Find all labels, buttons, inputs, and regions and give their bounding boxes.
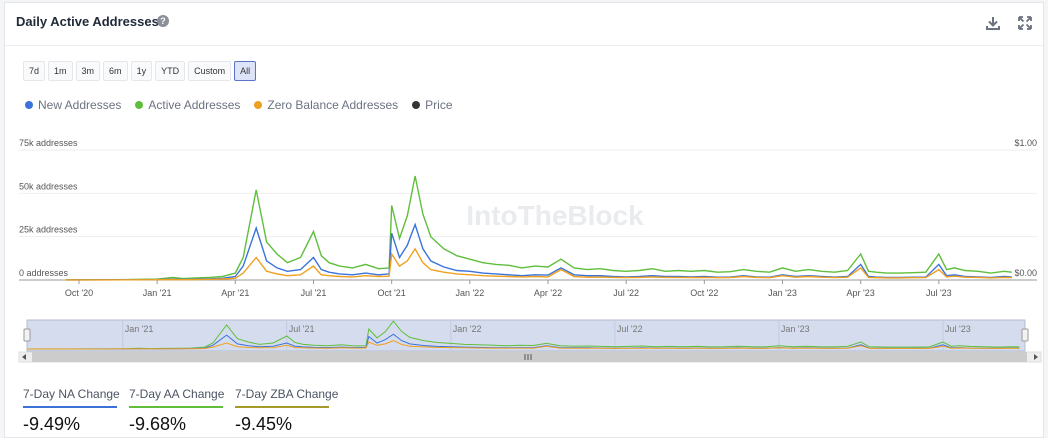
navigator-tick-label: Jul '23 [945, 324, 971, 334]
stat-na-change: 7-Day NA Change -9.49% [23, 387, 120, 435]
navigator-tick-label: Jan '22 [453, 324, 482, 334]
stat-value: -9.45% [235, 414, 293, 434]
navigator-tick-label: Jul '21 [289, 324, 315, 334]
range-1y-button[interactable]: 1y [130, 61, 153, 81]
download-icon[interactable] [985, 15, 1001, 31]
chart-title: Daily Active Addresses [16, 14, 159, 29]
stats-row: 7-Day NA Change -9.49% 7-Day AA Change -… [23, 387, 338, 435]
legend-dot [135, 101, 144, 109]
stat-value: -9.68% [129, 414, 187, 434]
series-line-new-addresses[interactable] [66, 222, 1012, 281]
range-7d-button[interactable]: 7d [23, 61, 46, 81]
y-tick-label: 50k addresses [19, 181, 78, 191]
navigator-series-line [27, 340, 1020, 350]
y-tick-label: 0 addresses [19, 268, 69, 278]
x-tick-label: Jul '21 [301, 288, 327, 298]
scroll-right-arrow-icon[interactable] [1034, 354, 1038, 360]
navigator-tick-label: Jul '22 [617, 324, 643, 334]
series-line-zero-balance-addresses[interactable] [66, 247, 1012, 281]
x-tick-label: Jan '21 [143, 288, 172, 298]
watermark: IntoTheBlock [466, 200, 644, 231]
stat-label: 7-Day ZBA Change [235, 387, 338, 408]
y-tick-label: 25k addresses [19, 225, 78, 235]
range-selector: 7d 1m 3m 6m 1y YTD Custom All [23, 61, 257, 81]
range-1m-button[interactable]: 1m [48, 61, 73, 81]
y2-tick-label: $0.00 [1014, 268, 1037, 278]
navigator-series-line [26, 320, 1020, 350]
range-6m-button[interactable]: 6m [103, 61, 128, 81]
x-tick-label: Jul '22 [613, 288, 639, 298]
range-all-button[interactable]: All [234, 61, 257, 81]
navigator-tick-label: Jan '23 [781, 324, 810, 334]
scrollbar-grip-icon [524, 354, 532, 360]
x-tick-label: Apr '21 [221, 288, 249, 298]
range-3m-button[interactable]: 3m [75, 61, 101, 81]
legend-item-zero-balance-addresses[interactable]: Zero Balance Addresses [254, 98, 398, 112]
scroll-left-arrow-icon[interactable] [22, 354, 26, 360]
scrollbar-thumb[interactable] [32, 352, 1027, 362]
legend-dot [25, 101, 33, 109]
stat-aa-change: 7-Day AA Change -9.68% [129, 387, 224, 435]
stat-value: -9.49% [23, 414, 81, 434]
legend-dot [254, 101, 263, 109]
x-tick-label: Oct '20 [65, 288, 93, 298]
legend-label: New Addresses [38, 98, 122, 112]
x-tick-label: Apr '23 [847, 288, 875, 298]
x-tick-label: Jan '22 [455, 288, 484, 298]
chart-legend: New Addresses Active Addresses Zero Bala… [25, 98, 453, 112]
stat-label: 7-Day NA Change [23, 387, 120, 408]
main-chart[interactable]: 0 addresses 25k addresses 50k addresses 75k… [5, 133, 1045, 433]
legend-label: Price [425, 98, 453, 112]
legend-dot [412, 101, 421, 109]
x-tick-label: Apr '22 [534, 288, 562, 298]
card-header: Daily Active Addresses ? [5, 3, 1043, 46]
legend-item-active-addresses[interactable]: Active Addresses [135, 98, 240, 112]
navigator-handle-right[interactable] [1021, 328, 1029, 342]
x-tick-label: Jan '23 [768, 288, 797, 298]
legend-item-price[interactable]: Price [412, 98, 453, 112]
question-circle-icon[interactable]: ? [157, 15, 169, 27]
legend-item-new-addresses[interactable]: New Addresses [25, 98, 121, 112]
range-ytd-button[interactable]: YTD [155, 61, 186, 81]
series-line-active-addresses[interactable] [65, 175, 1012, 281]
y2-tick-label: $1.00 [1014, 138, 1037, 148]
x-tick-label: Oct '22 [690, 288, 718, 298]
x-tick-label: Oct '21 [378, 288, 406, 298]
chart-card: Daily Active Addresses ? 7d 1m 3m 6m 1y … [4, 2, 1044, 438]
navigator-tick-label: Jan '21 [125, 324, 154, 334]
navigator-handle-left[interactable] [23, 328, 31, 342]
x-tick-label: Jul '23 [926, 288, 952, 298]
legend-label: Active Addresses [148, 98, 241, 112]
legend-label: Zero Balance Addresses [267, 98, 399, 112]
range-custom-button[interactable]: Custom [188, 61, 232, 81]
stat-zba-change: 7-Day ZBA Change -9.45% [235, 387, 338, 435]
stat-label: 7-Day AA Change [129, 387, 224, 408]
y-tick-label: 75k addresses [19, 138, 78, 148]
expand-icon[interactable] [1017, 15, 1033, 31]
